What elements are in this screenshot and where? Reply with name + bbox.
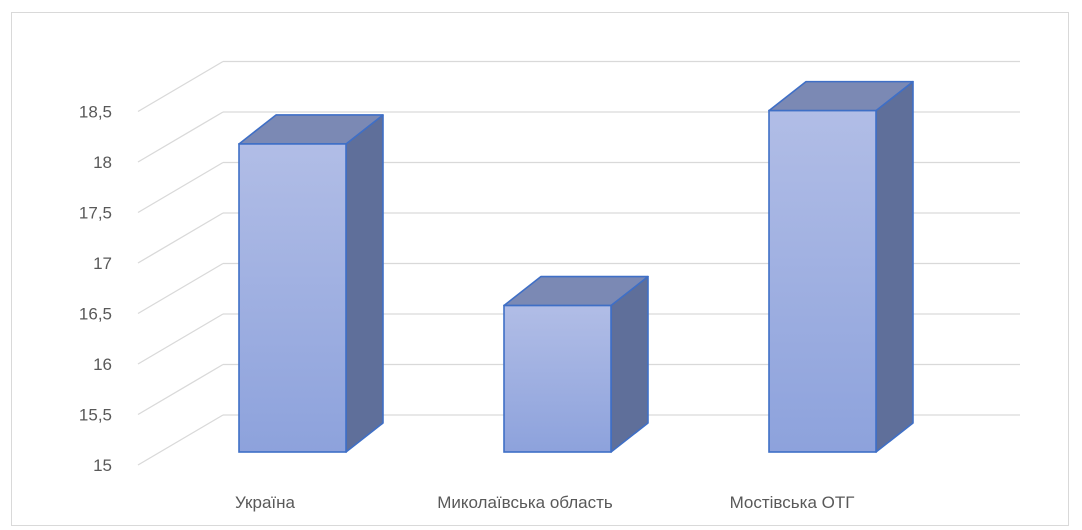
bar-front-face xyxy=(238,143,347,453)
bar-side-face xyxy=(610,275,649,453)
gridline-side xyxy=(137,212,224,264)
bar-side-face xyxy=(345,114,384,453)
bar xyxy=(238,114,384,453)
y-axis-ticks: 15 15,5 16 16,5 17 17,5 18 18,5 xyxy=(79,103,112,476)
y-tick-label: 16 xyxy=(93,355,112,374)
gridline-side xyxy=(137,363,224,416)
bars xyxy=(238,80,914,453)
y-tick-label: 15,5 xyxy=(79,406,112,425)
x-category-label: Миколаївська область xyxy=(437,493,613,512)
bar-front-face xyxy=(503,304,612,453)
gridline-side xyxy=(137,414,224,466)
gridline-side xyxy=(137,60,224,113)
gridline-side xyxy=(137,262,224,315)
gridline-side xyxy=(137,161,224,214)
x-category-label: Україна xyxy=(235,493,295,512)
y-tick-label: 15 xyxy=(93,456,112,475)
x-category-label: Мостівська ОТГ xyxy=(730,493,855,512)
y-tick-label: 18 xyxy=(93,153,112,172)
y-tick-label: 17 xyxy=(93,254,112,273)
y-tick-label: 18,5 xyxy=(79,103,112,122)
bar xyxy=(503,275,649,453)
gridline-side xyxy=(137,111,224,163)
y-tick-label: 17,5 xyxy=(79,204,112,223)
bar xyxy=(768,80,914,453)
bar-side-face xyxy=(875,80,914,453)
bar-front-face xyxy=(768,109,877,453)
y-tick-label: 16,5 xyxy=(79,305,112,324)
gridline-side xyxy=(137,313,224,365)
x-axis-categories: Україна Миколаївська область Мостівська ОТ… xyxy=(235,493,854,512)
